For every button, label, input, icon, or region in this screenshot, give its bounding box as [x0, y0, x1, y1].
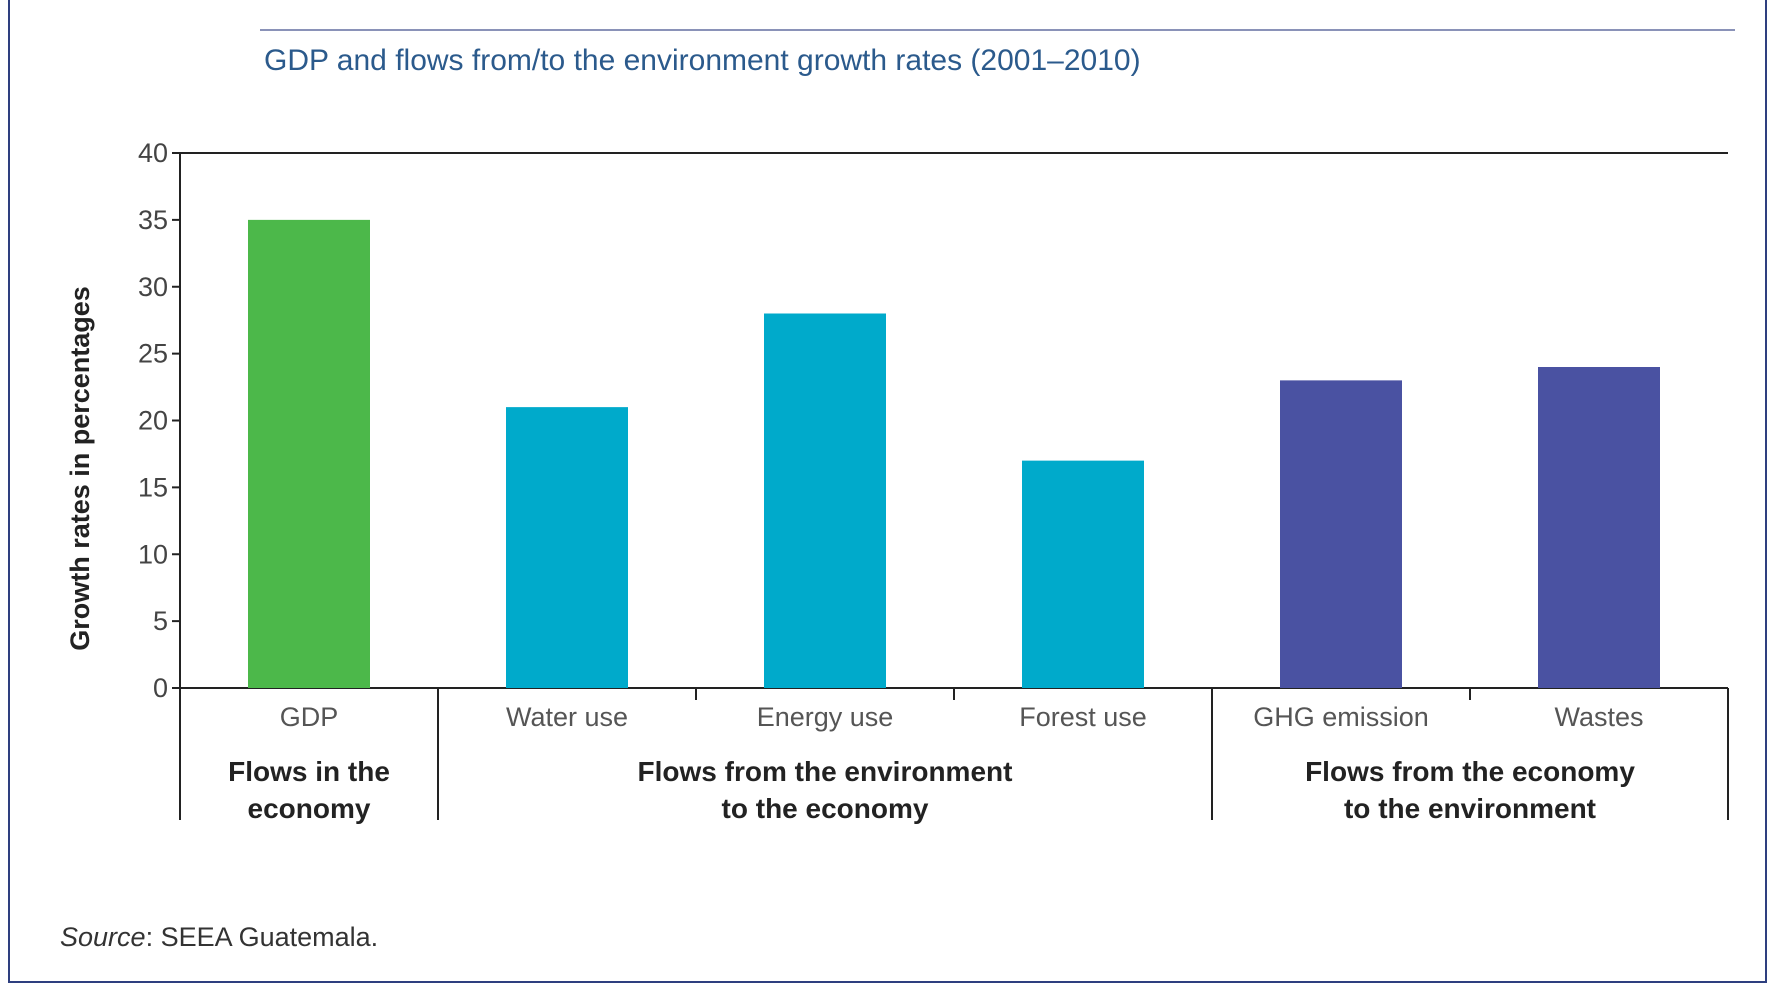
group-label-2-line-0: Flows from the economy — [1305, 756, 1635, 787]
y-tick-label-35: 35 — [138, 205, 168, 235]
y-tick-label-25: 25 — [138, 339, 168, 369]
bar-energy-use — [764, 313, 886, 688]
x-tick-label-gdp: GDP — [280, 702, 339, 732]
x-tick-label-forest-use: Forest use — [1019, 702, 1147, 732]
y-axis-label: Growth rates in percentages — [65, 286, 95, 651]
source-note: Source: SEEA Guatemala. — [60, 922, 378, 953]
bar-gdp — [248, 219, 370, 688]
source-text: : SEEA Guatemala. — [145, 922, 379, 952]
y-tick-label-30: 30 — [138, 272, 168, 302]
y-tick-label-10: 10 — [138, 539, 168, 569]
bar-water-use — [506, 407, 628, 688]
group-label-0-line-0: Flows in the — [228, 756, 390, 787]
y-tick-label-5: 5 — [153, 606, 168, 636]
bar-ghg-emission — [1280, 380, 1402, 688]
group-label-0-line-1: economy — [248, 793, 371, 824]
y-tick-label-15: 15 — [138, 472, 168, 502]
x-tick-label-energy-use: Energy use — [757, 702, 894, 732]
source-label: Source — [60, 922, 146, 952]
bar-forest-use — [1022, 460, 1144, 688]
y-tick-label-20: 20 — [138, 406, 168, 436]
group-label-2-line-1: to the environment — [1344, 793, 1596, 824]
title-rule — [260, 29, 1735, 31]
x-tick-label-water-use: Water use — [506, 702, 628, 732]
group-label-1-line-0: Flows from the environment — [638, 756, 1013, 787]
y-tick-label-40: 40 — [138, 138, 168, 168]
x-tick-label-ghg-emission: GHG emission — [1253, 702, 1429, 732]
x-tick-label-wastes: Wastes — [1554, 702, 1643, 732]
bar-wastes — [1538, 367, 1660, 688]
chart-title: GDP and flows from/to the environment gr… — [264, 44, 1141, 77]
group-label-1-line-1: to the economy — [722, 793, 929, 824]
y-tick-label-0: 0 — [153, 673, 168, 703]
